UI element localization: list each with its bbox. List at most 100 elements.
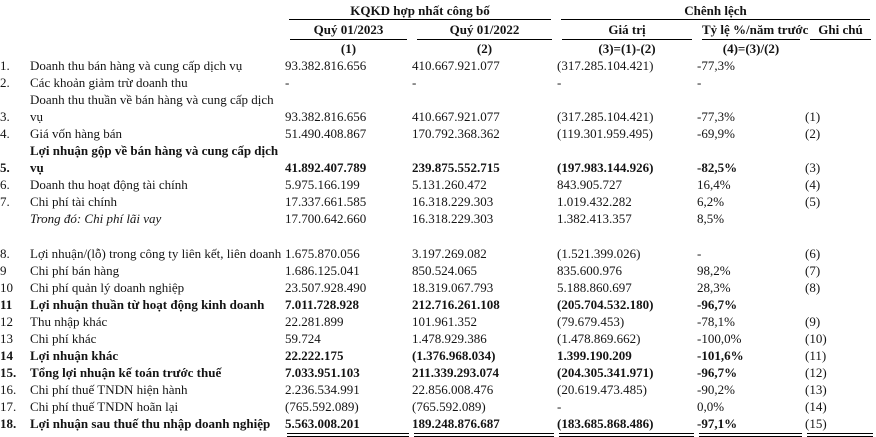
column-header-row: Quý 01/2023 Quý 01/2022 Giá trị Tỷ lệ %/… bbox=[0, 20, 876, 40]
row-label: Tổng lợi nhuận kế toán trước thuế bbox=[30, 365, 222, 380]
formula-note-empty bbox=[805, 40, 876, 57]
group-header-chenhlech-cell: Chênh lệch bbox=[557, 0, 876, 20]
cell-note: (15) bbox=[805, 416, 827, 431]
row-label: vụ bbox=[30, 109, 43, 124]
table-row: 3. vụ 93.382.816.656 410.667.921.077 (31… bbox=[0, 108, 876, 125]
table-row: 6. Doanh thu hoạt động tài chính 5.975.1… bbox=[0, 176, 876, 193]
cell-q2022: - bbox=[412, 75, 417, 90]
column-header-pct-cell: Tỷ lệ %/năm trước bbox=[697, 20, 808, 40]
row-number bbox=[0, 210, 30, 227]
cell-value bbox=[557, 142, 697, 159]
cell-q2022: 22.856.008.476 bbox=[412, 382, 494, 397]
cell-pct: -96,7% bbox=[697, 365, 738, 380]
row-number: 10 bbox=[0, 280, 13, 295]
cell-pct bbox=[697, 142, 805, 159]
cell-value: 835.600.976 bbox=[557, 263, 622, 278]
row-number bbox=[0, 91, 30, 108]
row-label: Lợi nhuận khác bbox=[30, 348, 119, 363]
cell-pct: -96,7% bbox=[697, 297, 738, 312]
cell-q2023: 5.975.166.199 bbox=[285, 177, 360, 192]
spacer-cell bbox=[0, 227, 876, 245]
column-header-empty-label bbox=[30, 20, 285, 40]
cell-pct: -100,0% bbox=[697, 331, 742, 346]
cell-note: (6) bbox=[805, 246, 821, 261]
formula-q2022: (2) bbox=[476, 41, 493, 56]
row-label: Chi phí quản lý doanh nghiệp bbox=[30, 280, 185, 295]
cell-note bbox=[805, 57, 876, 74]
row-label: Lợi nhuận thuần từ hoạt động kinh doanh bbox=[30, 297, 265, 312]
row-number: 17. bbox=[0, 399, 17, 414]
cell-q2023: 93.382.816.656 bbox=[285, 58, 367, 73]
row-label: Giá vốn hàng bán bbox=[30, 126, 123, 141]
double-rule-empty-num bbox=[0, 432, 30, 437]
cell-value bbox=[557, 91, 697, 108]
row-number: 7. bbox=[0, 194, 10, 209]
cell-note: (4) bbox=[805, 177, 821, 192]
cell-q2023: - bbox=[285, 75, 290, 90]
row-label: vụ bbox=[30, 160, 44, 175]
cell-q2023: 17.700.642.660 bbox=[285, 211, 367, 226]
double-rule-pct bbox=[697, 432, 805, 437]
row-number: 18. bbox=[0, 416, 17, 431]
row-label: Chi phí thuế TNDN hiện hành bbox=[30, 382, 188, 397]
table-row: 5. vụ 41.892.407.789 239.875.552.715 (19… bbox=[0, 159, 876, 176]
formula-row: (1) (2) (3)=(1)-(2) (4)=(3)/(2) bbox=[0, 40, 876, 57]
cell-note: (11) bbox=[805, 348, 827, 363]
row-label: Doanh thu thuần về bán hàng và cung cấp … bbox=[30, 92, 274, 107]
table-row: 10 Chi phí quản lý doanh nghiệp 23.507.9… bbox=[0, 279, 876, 296]
cell-q2023 bbox=[285, 142, 412, 159]
cell-value: (317.285.104.421) bbox=[557, 58, 654, 73]
table-row: Doanh thu thuần về bán hàng và cung cấp … bbox=[0, 91, 876, 108]
table-row: 12 Thu nhập khác 22.281.899 101.961.352 … bbox=[0, 313, 876, 330]
cell-value: 1.399.190.209 bbox=[557, 348, 632, 363]
cell-pct: -82,5% bbox=[697, 160, 738, 175]
row-number: 16. bbox=[0, 382, 17, 397]
table-row: 4. Giá vốn hàng bán 51.490.408.867 170.7… bbox=[0, 125, 876, 142]
cell-q2022: 5.131.260.472 bbox=[412, 177, 487, 192]
formula-empty-num bbox=[0, 40, 30, 57]
bottom-double-rule-row bbox=[0, 432, 876, 437]
cell-q2022: 16.318.229.303 bbox=[412, 211, 494, 226]
cell-q2023: 22.281.899 bbox=[285, 314, 344, 329]
cell-q2022: 211.339.293.074 bbox=[412, 365, 500, 380]
row-number: 2. bbox=[0, 75, 10, 90]
column-header-note: Ghi chú bbox=[810, 22, 872, 40]
cell-value: (1.478.869.662) bbox=[557, 331, 641, 346]
row-number: 4. bbox=[0, 126, 10, 141]
row-label: Chi phí bán hàng bbox=[30, 263, 120, 278]
cell-value: (205.704.532.180) bbox=[557, 297, 654, 312]
cell-q2023: 59.724 bbox=[285, 331, 321, 346]
row-number: 12 bbox=[0, 314, 13, 329]
cell-pct: -97,1% bbox=[697, 416, 738, 431]
row-label: Lợi nhuận gộp về bán hàng và cung cấp dị… bbox=[30, 143, 279, 158]
cell-note: (13) bbox=[805, 382, 827, 397]
cell-note: (14) bbox=[805, 399, 827, 414]
row-number: 5. bbox=[0, 160, 10, 175]
cell-value: - bbox=[557, 75, 562, 90]
cell-q2022: 239.875.552.715 bbox=[412, 160, 500, 175]
cell-pct: 28,3% bbox=[697, 280, 731, 295]
cell-note bbox=[805, 296, 876, 313]
cell-note: (7) bbox=[805, 263, 821, 278]
cell-value: (1.521.399.026) bbox=[557, 246, 641, 261]
table-header: KQKD hợp nhất công bố Chênh lệch Quý 01/… bbox=[0, 0, 876, 57]
column-header-q2022-cell: Quý 01/2022 bbox=[412, 20, 557, 40]
cell-note: (10) bbox=[805, 331, 827, 346]
group-header-kqkd-cell: KQKD hợp nhất công bố bbox=[285, 0, 557, 20]
formula-value: (3)=(1)-(2) bbox=[598, 41, 656, 56]
table-row: 2. Các khoản giảm trừ doanh thu - - - - bbox=[0, 74, 876, 91]
cell-value: 843.905.727 bbox=[557, 177, 622, 192]
cell-pct: -69,9% bbox=[697, 126, 735, 141]
cell-pct: -90,2% bbox=[697, 382, 735, 397]
cell-q2023: 23.507.928.490 bbox=[285, 280, 367, 295]
cell-value: (197.983.144.926) bbox=[557, 160, 654, 175]
cell-note bbox=[805, 142, 876, 159]
cell-q2022: 189.248.876.687 bbox=[412, 416, 500, 431]
cell-q2023: 51.490.408.867 bbox=[285, 126, 367, 141]
row-number: 13 bbox=[0, 331, 13, 346]
column-header-q2023-cell: Quý 01/2023 bbox=[285, 20, 412, 40]
cell-q2022: 410.667.921.077 bbox=[412, 58, 500, 73]
cell-value: (79.679.453) bbox=[557, 314, 625, 329]
row-label: Chi phí thuế TNDN hoãn lại bbox=[30, 399, 179, 414]
